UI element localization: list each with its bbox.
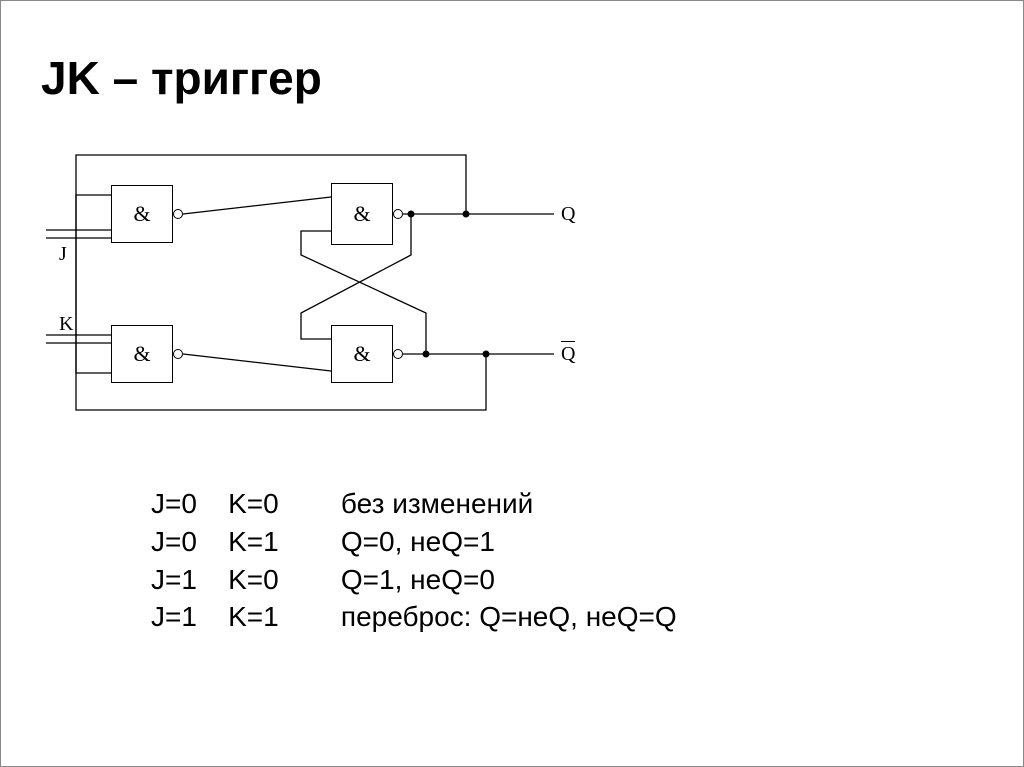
cell: J=1 [151, 601, 197, 632]
inversion-bubble [173, 349, 183, 359]
table-row: J=0 K=1 Q=0, неQ=1 [151, 523, 983, 561]
qbar-overline [561, 341, 575, 342]
inversion-bubble [393, 209, 403, 219]
inversion-bubble [173, 209, 183, 219]
junction-dot [463, 211, 470, 218]
cell: без изменений [341, 488, 533, 519]
gate-label: & [133, 201, 150, 227]
cell: K=0 [228, 488, 279, 519]
slide-title: JK – триггер [41, 51, 983, 105]
junction-dot [483, 351, 490, 358]
circuit-wires [31, 135, 591, 445]
cell: J=0 [151, 488, 197, 519]
cell: Q=1, неQ=0 [341, 564, 495, 595]
cell: K=1 [228, 526, 279, 557]
label-q: Q [561, 203, 575, 226]
and-gate-4: & [331, 325, 393, 383]
cell: K=0 [228, 564, 279, 595]
table-row: J=0 K=0 без изменений [151, 485, 983, 523]
and-gate-3: & [111, 325, 173, 383]
cell: J=0 [151, 526, 197, 557]
label-j: J [59, 243, 67, 266]
junction-dot [423, 351, 430, 358]
table-row: J=1 K=1 переброс: Q=неQ, неQ=Q [151, 598, 983, 636]
slide: JK – триггер & [0, 0, 1024, 767]
jk-flipflop-diagram: & & & & J K Q Q [31, 135, 591, 445]
cell: переброс: Q=неQ, неQ=Q [341, 601, 677, 632]
gate-label: & [133, 341, 150, 367]
gate-label: & [353, 341, 370, 367]
cell: K=1 [228, 601, 279, 632]
gate-label: & [353, 201, 370, 227]
and-gate-2: & [331, 183, 393, 245]
label-qbar: Q [561, 343, 575, 366]
junction-dot [408, 211, 415, 218]
cell: Q=0, неQ=1 [341, 526, 495, 557]
table-row: J=1 K=0 Q=1, неQ=0 [151, 561, 983, 599]
cell: J=1 [151, 564, 197, 595]
label-k: K [59, 313, 73, 336]
truth-table: J=0 K=0 без изменений J=0 K=1 Q=0, неQ=1… [151, 485, 983, 636]
inversion-bubble [393, 349, 403, 359]
and-gate-1: & [111, 185, 173, 243]
